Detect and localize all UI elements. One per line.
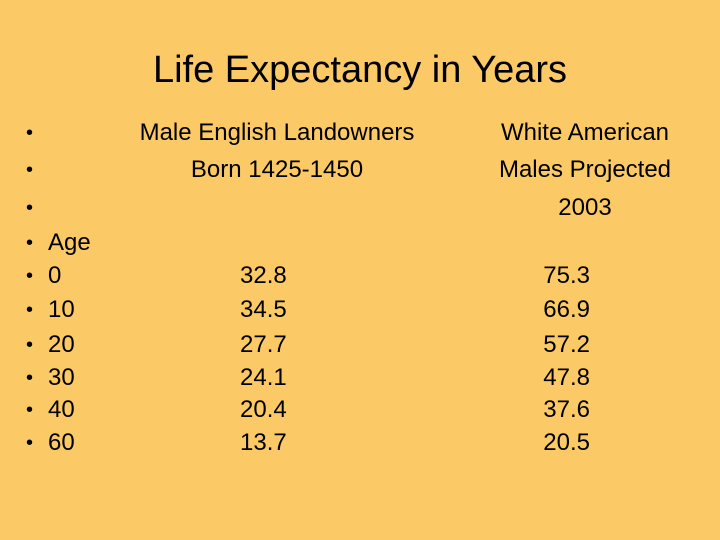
table-cell: 30 <box>48 364 75 391</box>
bullet: • <box>26 432 34 454</box>
table-cell: 24.1 <box>240 364 287 391</box>
row-header: Age <box>48 229 91 256</box>
bullet: • <box>26 334 34 356</box>
table-cell: 37.6 <box>543 396 590 423</box>
table-cell: 75.3 <box>543 262 590 289</box>
table-cell: 60 <box>48 429 75 456</box>
table-cell: 34.5 <box>240 296 287 323</box>
bullet: • <box>26 367 34 389</box>
bullet: • <box>26 122 34 144</box>
bullet: • <box>26 299 34 321</box>
table-cell: 66.9 <box>543 296 590 323</box>
table-cell: 13.7 <box>240 429 287 456</box>
table-cell: 10 <box>48 296 75 323</box>
column-header: 2003 <box>558 194 612 221</box>
bullet: • <box>26 399 34 421</box>
bullet: • <box>26 265 34 287</box>
table-cell: 0 <box>48 262 62 289</box>
table-cell: 20.4 <box>240 396 287 423</box>
column-header: Male English Landowners <box>139 119 415 146</box>
column-header: White American <box>500 119 670 146</box>
table-cell: 32.8 <box>240 262 287 289</box>
table-cell: 40 <box>48 396 75 423</box>
bullet: • <box>26 159 34 181</box>
table-cell: 47.8 <box>543 364 590 391</box>
table-cell: 20 <box>48 331 75 358</box>
table-cell: 57.2 <box>543 331 590 358</box>
table-cell: 27.7 <box>240 331 287 358</box>
slide-title: Life Expectancy in Years <box>152 49 568 91</box>
bullet: • <box>26 232 34 254</box>
bullet: • <box>26 197 34 219</box>
table-cell: 20.5 <box>543 429 590 456</box>
column-header: Born 1425-1450 <box>190 156 364 183</box>
column-header: Males Projected <box>498 156 672 183</box>
